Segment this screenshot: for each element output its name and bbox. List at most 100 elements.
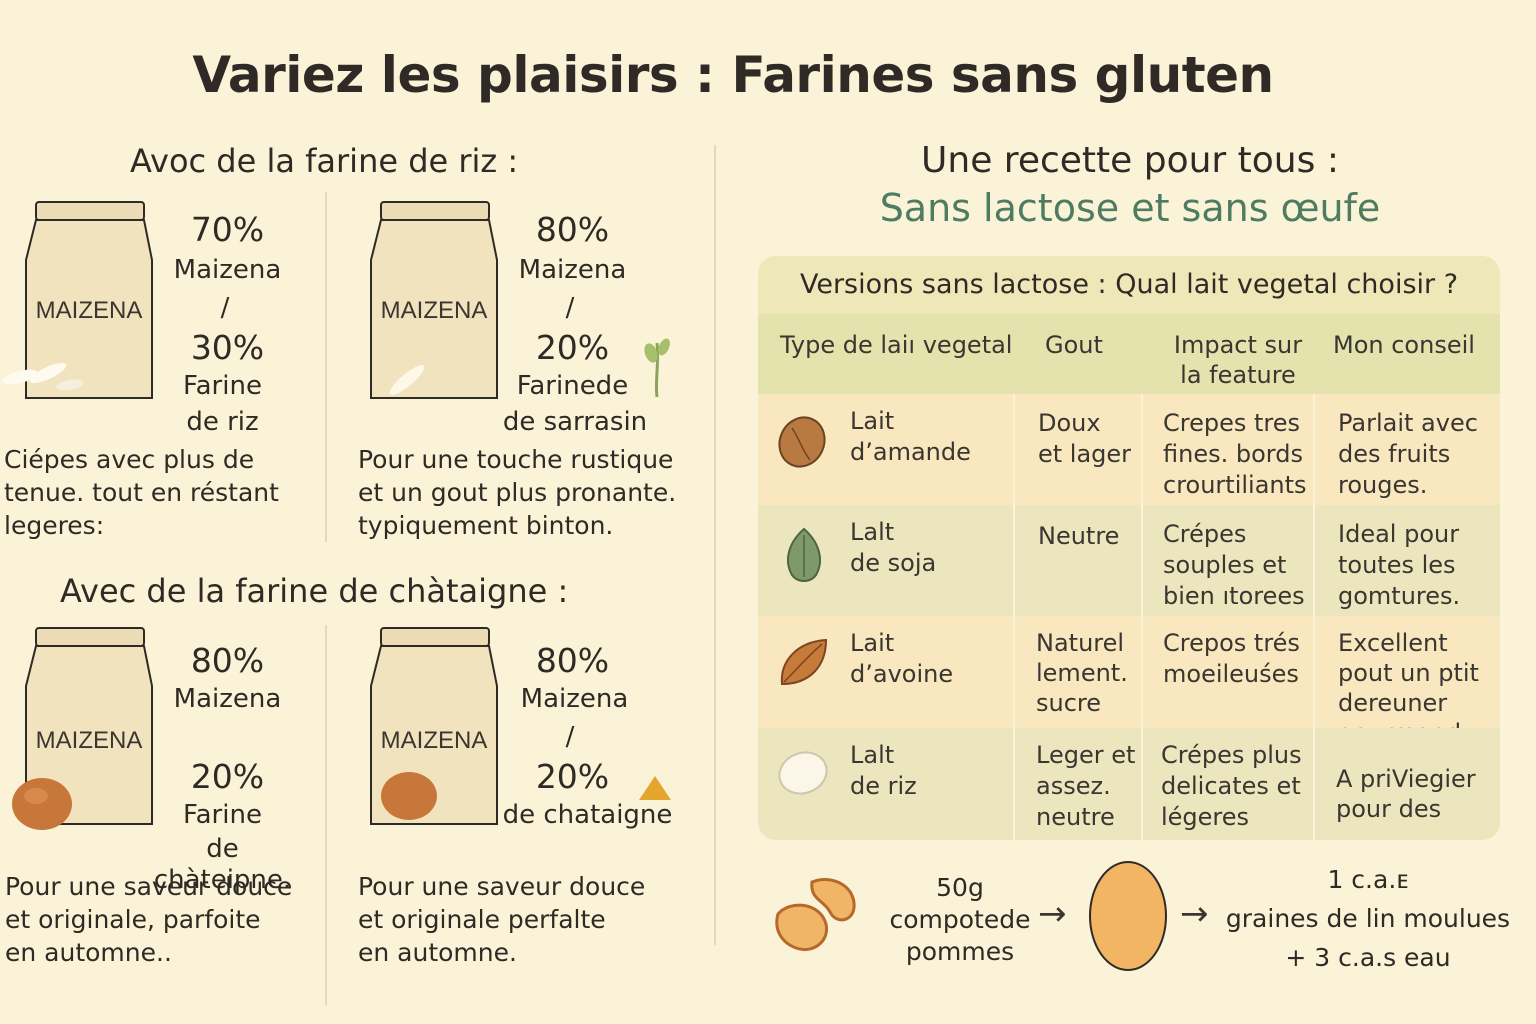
ingredient-2: Farine xyxy=(183,800,262,830)
rice-section-title: Avoc de la farine de riz : xyxy=(130,142,519,180)
cell-line: Leger et xyxy=(1036,741,1136,769)
cell-line: moeileuśes xyxy=(1163,660,1299,688)
divider-left-bottom xyxy=(325,625,327,1005)
header-taste: Gout xyxy=(1045,330,1145,360)
ingredient-2-detail: de chataigne xyxy=(502,800,673,830)
cell-line: sucre xyxy=(1036,689,1102,717)
header-advice: Mon conseil xyxy=(1333,330,1493,360)
cell-line: légeres xyxy=(1161,803,1250,831)
flax-amount: 1 c.a.ᴇ graines de lin moulues + 3 c.a.s… xyxy=(1218,860,1518,977)
cell-line: crourtiliants xyxy=(1163,471,1307,499)
milk-name: Lait d’amande xyxy=(850,406,971,468)
divider-center xyxy=(714,145,716,945)
ingredient-1: Maizena xyxy=(520,684,629,714)
table-caption: Versions sans lactose : Qual lait vegeta… xyxy=(758,256,1500,314)
table-header: Type de laiı vegetal Gout Impact sur la … xyxy=(758,314,1500,394)
cell-line: A priViegier xyxy=(1336,765,1476,793)
cell-line: souples et xyxy=(1163,551,1287,579)
chestnut-piece-icon xyxy=(639,776,671,800)
milk-name: Lalt de riz xyxy=(850,740,917,802)
cell-line: d’amande xyxy=(850,438,971,466)
header-line: Impact sur xyxy=(1173,331,1303,359)
soy-icon xyxy=(787,527,821,582)
percent-1: 80% xyxy=(535,641,610,680)
cell-line: Ideal pour xyxy=(1338,520,1460,548)
column-divider xyxy=(1313,394,1315,840)
percent-2: 20% xyxy=(535,757,610,796)
cell-line: Naturel xyxy=(1036,629,1125,657)
separator: / xyxy=(565,293,575,323)
arrow-right-icon: → xyxy=(1038,894,1067,934)
milk-advice: A priViegier pour des xyxy=(1336,764,1476,824)
desc-line: et un gout plus pronante. xyxy=(358,478,677,507)
cell-line: de soja xyxy=(850,549,937,577)
desc-line: en automne. xyxy=(358,938,517,967)
desc-line: tenue. tout en réstant xyxy=(4,478,279,507)
cell-line: Crepes tres xyxy=(1163,409,1301,437)
oat-leaf-icon xyxy=(780,638,828,686)
arrow-right-icon: → xyxy=(1180,894,1209,934)
rice-blend-2: MAIZENA 80% Maizena / 20% Farinede de sa… xyxy=(345,195,705,545)
percent-1: 70% xyxy=(190,210,265,249)
milk-taste: Naturel lement. sucre xyxy=(1036,628,1128,718)
ingredient-2: Farinede xyxy=(516,371,629,401)
recipe-title: Une recette pour tous : xyxy=(921,140,1339,181)
eq-line: 50g xyxy=(936,873,984,902)
ingredient-2-detail: de sarrasin xyxy=(502,407,648,437)
header-line: la feature xyxy=(1180,361,1296,389)
cell-line: de riz xyxy=(850,772,917,800)
flour-bag-icon: MAIZENA xyxy=(25,201,153,399)
almond-icon xyxy=(778,416,826,468)
cell-line: Lalt xyxy=(850,741,895,769)
percent-1: 80% xyxy=(190,641,265,680)
desc-line: et originale, parfoite xyxy=(5,905,261,934)
milk-impact: Crepes tres fines. bords crourtiliants xyxy=(1163,408,1307,501)
recipe-subtitle: Sans lactose et sans œufe xyxy=(879,186,1381,230)
chestnut-blend-1: MAIZENA 80% Maizena 20% Farine de chàtei… xyxy=(0,624,320,984)
cell-line: rouges. xyxy=(1338,471,1428,499)
eq-line: pommes xyxy=(905,937,1015,966)
compote-amount: 50g compotede pommes xyxy=(880,872,1040,968)
rice-grains-icon xyxy=(2,362,84,391)
desc-line: Pour une saveur douce xyxy=(358,872,646,901)
cell-line: Lait xyxy=(850,407,895,435)
milk-name: Lalt de soja xyxy=(850,517,936,579)
separator: / xyxy=(565,722,575,752)
egg-substitute: 50g compotede pommes → → 1 c.a.ᴇ graines… xyxy=(760,850,1536,1020)
cell-line: toutes les xyxy=(1338,551,1456,579)
buckwheat-sprig-icon xyxy=(644,338,670,398)
milk-table: Versions sans lactose : Qual lait vegeta… xyxy=(758,256,1500,840)
page-title: Variez les plaisirs : Farines sans glute… xyxy=(192,46,1274,104)
milk-advice: Parlait avec des fruits rouges. xyxy=(1338,408,1478,501)
cell-line: lement. xyxy=(1036,659,1128,687)
eq-line: + 3 c.a.s eau xyxy=(1285,943,1451,972)
table-row: Lait d’amande Doux et lager Crepes tres … xyxy=(758,394,1500,505)
cell-line: Excellent xyxy=(1338,629,1448,657)
milk-advice: Ideal pour toutes les gomtures. xyxy=(1338,519,1460,612)
desc-line: Pour une saveur douce xyxy=(5,872,293,901)
ingredient-2-detail: de riz xyxy=(186,407,259,437)
cell-line: Crépes plus xyxy=(1161,741,1302,769)
column-divider xyxy=(1013,394,1015,840)
bag-label: MAIZENA xyxy=(36,727,143,754)
cell-line: Crepos trés xyxy=(1163,629,1300,657)
flour-bag-icon: MAIZENA xyxy=(370,201,498,399)
desc-line: et originale perfalte xyxy=(358,905,606,934)
eq-line: compotede xyxy=(889,905,1031,934)
ingredient-1: Maizena xyxy=(173,684,282,714)
milk-impact: Crépes plus delicates et légeres xyxy=(1161,740,1302,833)
milk-impact: Crépes souples et bien ıtorees xyxy=(1163,519,1305,612)
cell-line: Lait xyxy=(850,629,895,657)
bag-label: MAIZENA xyxy=(36,297,143,324)
chestnut-section-title: Avec de la farine de chàtaigne : xyxy=(60,572,569,610)
milk-taste: Doux et lager xyxy=(1038,408,1131,470)
percent-1: 80% xyxy=(535,210,610,249)
column-divider xyxy=(1141,394,1143,840)
flour-bag-icon: MAIZENA xyxy=(370,627,498,825)
cell-line: bien ıtorees xyxy=(1163,582,1305,610)
desc-line: Pour une touche rustique xyxy=(358,445,674,474)
eq-line: graines de lin moulues xyxy=(1225,904,1511,933)
bag-label: MAIZENA xyxy=(381,297,488,324)
rice-grain-icon xyxy=(778,751,828,795)
cell-line: Lalt xyxy=(850,518,895,546)
